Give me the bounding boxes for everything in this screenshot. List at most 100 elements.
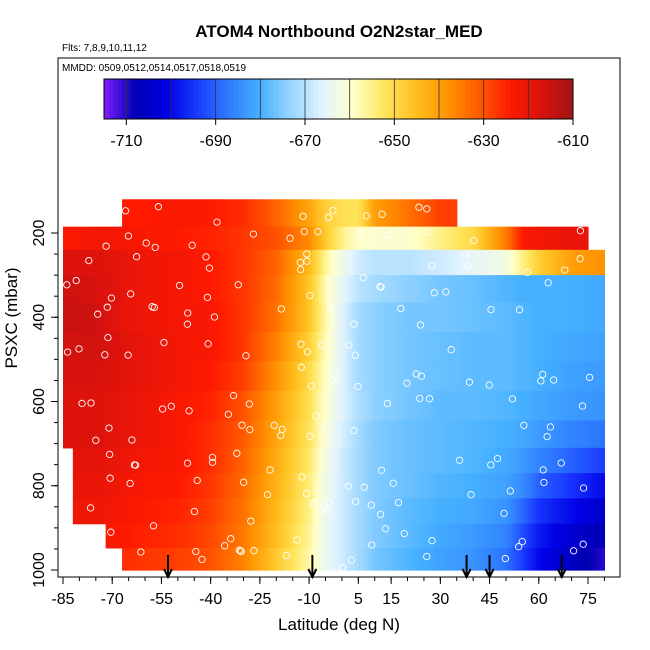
heatmap-cell [250,199,254,228]
colorbar-swatch [452,79,458,119]
heatmap-cell [76,249,81,276]
heatmap-cell [217,420,222,449]
heatmap-cell [168,390,172,422]
heatmap-cell [384,249,389,276]
heatmap-cell [483,226,487,251]
heatmap-cell [430,302,435,333]
heatmap-cell [338,275,343,304]
heatmap-cell [414,498,418,525]
heatmap-cell [469,547,474,571]
heatmap-cell [456,249,461,276]
heatmap-cell [259,275,264,304]
heatmap-cell [115,249,120,276]
heatmap-cell [512,447,517,474]
heatmap-cell [417,226,422,251]
heatmap-cell [184,498,189,525]
heatmap-cell [469,249,474,276]
heatmap-cell [89,420,94,449]
colorbar-swatch [546,79,552,119]
heatmap-cell [112,226,117,251]
heatmap-cell [565,420,569,449]
heatmap-cell [433,226,438,251]
heatmap-cell [371,547,376,571]
heatmap-cell [220,275,225,304]
heatmap-cell [381,547,386,571]
heatmap-cell [466,547,471,571]
observation-point [188,241,196,249]
colorbar-swatch [550,79,556,119]
heatmap-cell [99,361,103,392]
heatmap-cell [151,447,156,474]
observation-point [423,552,431,561]
heatmap-cell [384,226,389,251]
heatmap-cell [223,447,228,474]
heatmap-cell [437,226,441,251]
heatmap-cell [125,447,130,474]
heatmap-cell [535,331,540,363]
heatmap-cell [204,523,208,549]
colorbar-swatch [398,79,404,119]
heatmap-cell [374,390,379,422]
heatmap-cell [79,361,84,392]
heatmap-cell [397,523,402,549]
heatmap-cell [568,447,573,474]
heatmap-cell [578,498,583,525]
heatmap-cell [158,420,163,449]
heatmap-cell [345,331,350,363]
heatmap-cell [79,302,84,333]
heatmap-cell [410,331,415,363]
observation-point [121,207,130,215]
heatmap-cell [381,331,386,363]
heatmap-cell [361,331,366,363]
heatmap-cell [368,361,373,392]
heatmap-cell [312,420,317,449]
heatmap-cell [168,226,172,251]
heatmap-cell [220,498,225,525]
heatmap-cell [548,498,553,525]
heatmap-cell [515,302,520,333]
heatmap-cell [532,226,537,251]
heatmap-cell [407,249,412,276]
heatmap-cell [95,226,100,251]
heatmap-cell [430,523,435,549]
heatmap-cell [207,275,212,304]
heatmap-cell [148,249,153,276]
heatmap-cell [276,249,281,276]
observation-point [381,525,390,533]
heatmap-cell [581,498,586,525]
heatmap-cell [190,447,195,474]
heatmap-cell [295,331,300,363]
heatmap-cell [374,249,379,276]
heatmap-cell [351,302,356,333]
heatmap-cell [115,498,120,525]
heatmap-cell [420,447,425,474]
heatmap-cell [302,523,307,549]
heatmap-cell [525,473,530,499]
heatmap-cell [446,199,451,228]
heatmap-cell [400,420,405,449]
heatmap-cell [223,361,228,392]
heatmap-cell [125,275,130,304]
heatmap-cell [289,547,294,571]
y-axis-label: PSXC (mbar) [2,267,21,368]
heatmap-cell [364,498,369,525]
heatmap-cell [443,473,448,499]
heatmap-cell [112,447,117,474]
heatmap-cell [571,420,576,449]
heatmap-cell [286,302,291,333]
heatmap-cell [364,420,369,449]
heatmap-cell [207,249,212,276]
heatmap-cell [266,473,271,499]
heatmap-cell [194,302,199,333]
heatmap-cell [204,547,208,571]
heatmap-cell [446,420,451,449]
heatmap-cell [571,302,576,333]
heatmap-cell [496,498,501,525]
colorbar-swatch [242,79,248,119]
heatmap-cell [240,331,245,363]
heatmap-cell [591,390,596,422]
heatmap-cell [220,249,225,276]
heatmap-cell [289,361,294,392]
heatmap-cell [332,275,336,304]
heatmap-cell [273,199,277,228]
